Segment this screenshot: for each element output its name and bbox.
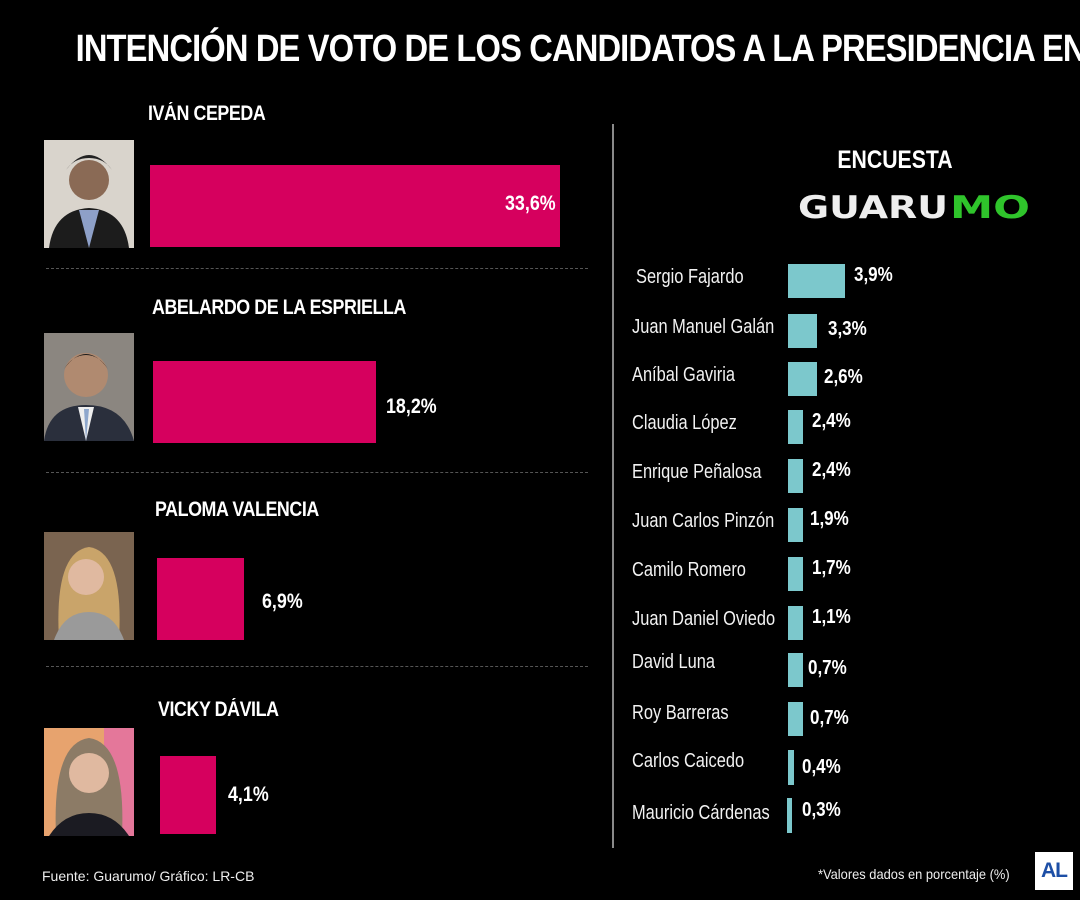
- poll-bar: [788, 459, 803, 493]
- candidate-label: Juan Carlos Pinzón: [632, 510, 775, 532]
- vote-bar: [157, 558, 244, 640]
- vote-value: 33,6%: [505, 192, 556, 215]
- vote-bar: [160, 756, 216, 834]
- panel-heading: ENCUESTA: [837, 146, 953, 174]
- candidate-photo: [44, 532, 134, 640]
- candidate-name: VICKY DÁVILA: [158, 698, 279, 721]
- publisher-logo: AL: [1035, 852, 1073, 890]
- poll-bar: [788, 314, 817, 348]
- dashed-separator: [46, 472, 588, 473]
- poll-bar: [788, 362, 817, 396]
- vote-value: 6,9%: [262, 590, 303, 613]
- poll-value: 3,3%: [828, 318, 867, 340]
- portrait-icon: [44, 140, 134, 248]
- candidate-label: Claudia López: [632, 412, 737, 434]
- poll-row: Enrique Peñalosa 2,4%: [630, 455, 1050, 495]
- poll-row: Sergio Fajardo 3,9%: [630, 260, 1050, 300]
- poll-row: Camilo Romero 1,7%: [630, 553, 1050, 593]
- source-note: Fuente: Guarumo/ Gráfico: LR-CB: [42, 868, 255, 884]
- poll-value: 0,7%: [810, 707, 849, 729]
- candidate-label: Aníbal Gaviria: [632, 364, 736, 386]
- poll-value: 0,4%: [802, 756, 841, 778]
- portrait-icon: [44, 333, 134, 441]
- candidate-name: ABELARDO DE LA ESPRIELLA: [152, 296, 406, 319]
- candidate-name: IVÁN CEPEDA: [148, 102, 266, 125]
- poll-value: 0,7%: [808, 657, 847, 679]
- poll-row: Roy Barreras 0,7%: [630, 698, 1050, 738]
- vote-value: 18,2%: [386, 395, 437, 418]
- poll-bar: [788, 264, 845, 298]
- poll-row: Juan Manuel Galán 3,3%: [630, 310, 1050, 350]
- guarumo-logo: GUARU MO: [798, 188, 1033, 226]
- candidate-label: Juan Manuel Galán: [632, 316, 775, 338]
- poll-row: David Luna 0,7%: [630, 649, 1050, 689]
- poll-value: 3,9%: [854, 264, 893, 286]
- dashed-separator: [46, 268, 588, 269]
- poll-row: Aníbal Gaviria 2,6%: [630, 358, 1050, 398]
- poll-value: 1,7%: [812, 557, 851, 579]
- poll-bar: [788, 606, 803, 640]
- poll-row: Juan Carlos Pinzón 1,9%: [630, 504, 1050, 544]
- poll-bar: [788, 410, 803, 444]
- candidate-photo: [44, 333, 134, 441]
- vote-bar: [150, 165, 560, 247]
- poll-bar: [788, 750, 794, 785]
- candidate-label: Camilo Romero: [632, 559, 746, 581]
- poll-value: 2,6%: [824, 366, 863, 388]
- poll-bar: [788, 653, 803, 687]
- candidate-label: Roy Barreras: [632, 702, 729, 724]
- svg-text:MO: MO: [950, 190, 1030, 224]
- vote-bar: [153, 361, 376, 443]
- poll-bar: [788, 508, 803, 542]
- candidate-label: Enrique Peñalosa: [632, 461, 762, 483]
- poll-row: Mauricio Cárdenas 0,3%: [630, 794, 1050, 834]
- poll-row: Juan Daniel Oviedo 1,1%: [630, 602, 1050, 642]
- vote-value: 4,1%: [228, 783, 269, 806]
- candidate-label: Mauricio Cárdenas: [632, 802, 770, 824]
- candidate-name: PALOMA VALENCIA: [155, 498, 319, 521]
- poll-row: Carlos Caicedo 0,4%: [630, 746, 1050, 786]
- poll-bar: [788, 702, 803, 736]
- dashed-separator: [46, 666, 588, 667]
- poll-value: 0,3%: [802, 799, 841, 821]
- units-note: *Valores dados en porcentaje (%): [818, 866, 1010, 882]
- candidate-photo: [44, 728, 134, 836]
- vertical-divider: [612, 124, 614, 848]
- svg-text:GUARU: GUARU: [798, 190, 948, 224]
- portrait-icon: [44, 532, 134, 640]
- poll-value: 2,4%: [812, 410, 851, 432]
- poll-row: Claudia López 2,4%: [630, 406, 1050, 446]
- poll-value: 1,9%: [810, 508, 849, 530]
- candidate-label: Juan Daniel Oviedo: [632, 608, 776, 630]
- poll-bar: [788, 557, 803, 591]
- candidate-label: David Luna: [632, 651, 715, 673]
- chart-title: INTENCIÓN DE VOTO DE LOS CANDIDATOS A LA…: [75, 28, 1080, 70]
- candidate-label: Sergio Fajardo: [636, 266, 744, 288]
- poll-bar: [787, 798, 792, 833]
- candidate-photo: [44, 140, 134, 248]
- portrait-icon: [44, 728, 134, 836]
- candidate-label: Carlos Caicedo: [632, 750, 745, 772]
- poll-value: 2,4%: [812, 459, 851, 481]
- guarumo-logo-icon: GUARU MO: [798, 190, 1030, 226]
- poll-value: 1,1%: [812, 606, 851, 628]
